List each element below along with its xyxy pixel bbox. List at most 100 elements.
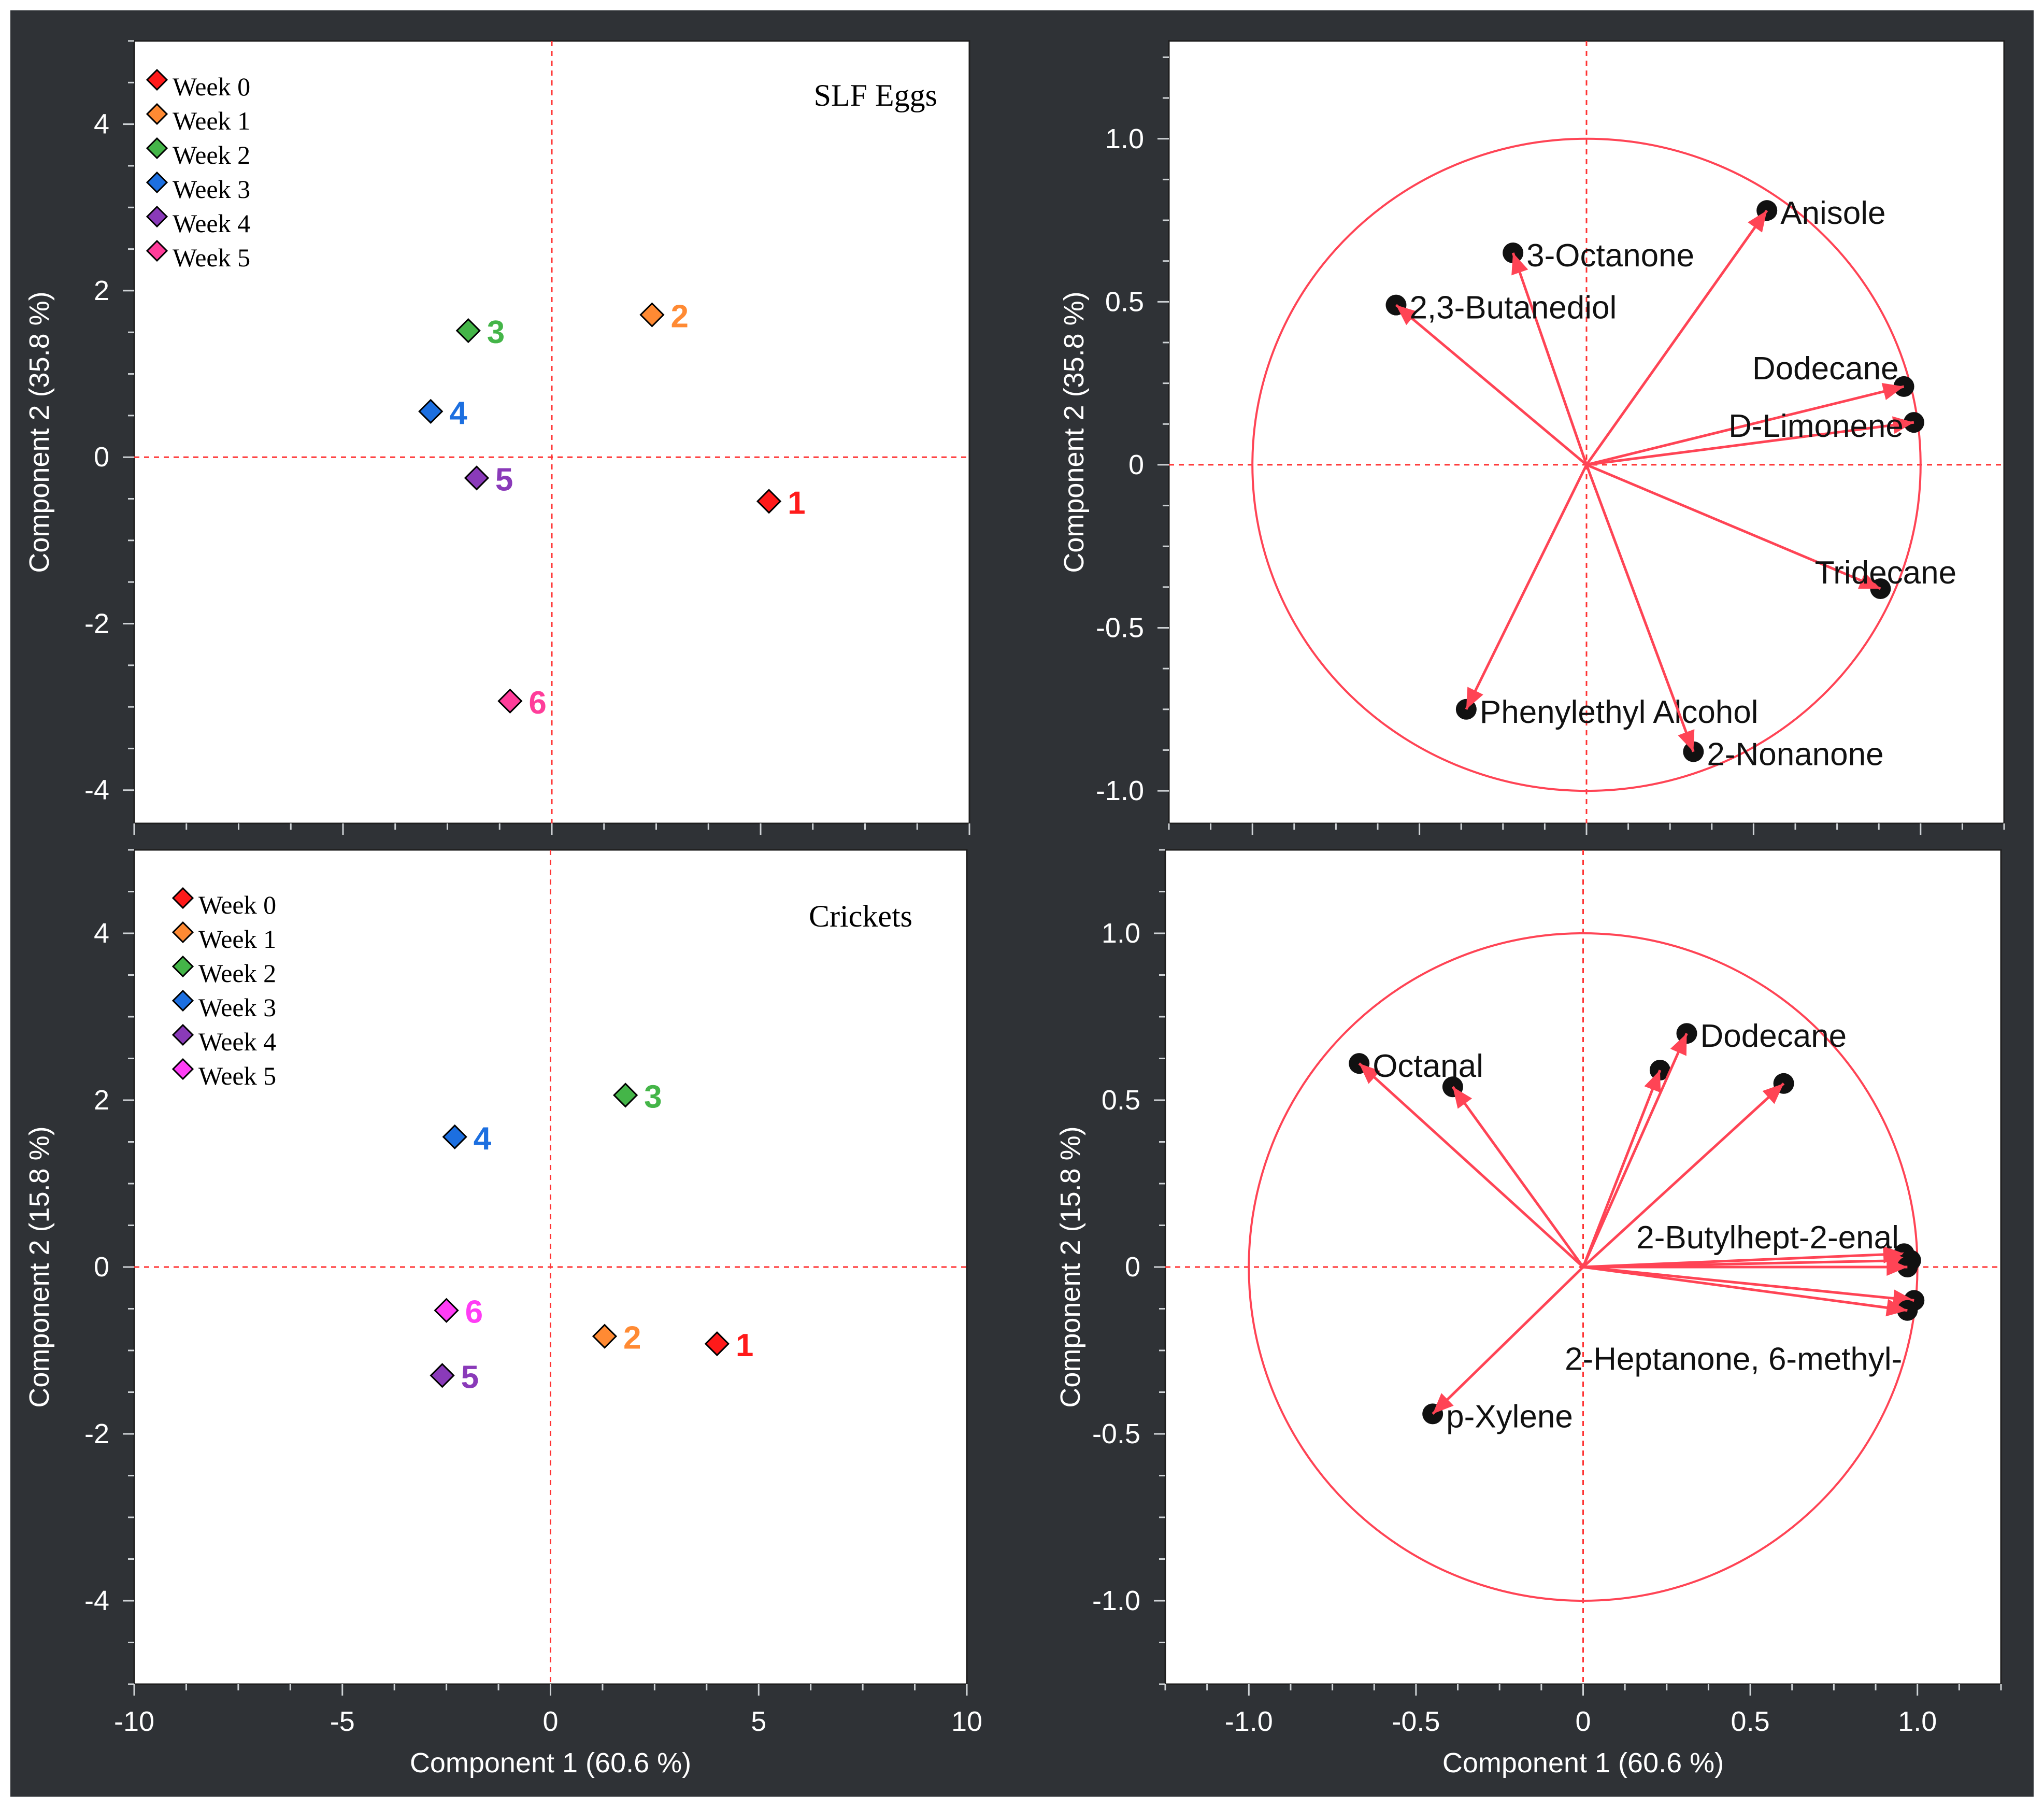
point-label: 4	[474, 1121, 492, 1157]
score-point	[418, 399, 444, 424]
y-tick-label: -2	[84, 1418, 109, 1449]
vector-arrowhead	[1644, 1070, 1661, 1093]
panel-crickets-loadings: -1.0 -0.5 0 0.5 1.0 -1.0 -0.5 0 0.5 1.0 Component …	[1055, 849, 2002, 1778]
legend-label: Week 5	[198, 1061, 276, 1090]
y-tick-label: 1.0	[1105, 123, 1144, 154]
legend-marker	[146, 239, 168, 262]
legend-marker	[171, 989, 194, 1012]
vector-arrowhead	[1511, 252, 1528, 276]
score-point	[756, 489, 782, 514]
x-tick-label: -1.0	[1225, 1706, 1273, 1737]
y-tick-label: 0	[94, 1251, 109, 1283]
loading-vector	[1586, 421, 1914, 466]
loading-label: 2-Nonanone	[1707, 737, 1883, 773]
y-tick-label: 0	[1128, 449, 1144, 480]
score-point	[442, 1124, 467, 1149]
legend-label: Week 3	[198, 993, 276, 1022]
legend-marker	[146, 171, 168, 194]
point-label: 3	[644, 1079, 662, 1115]
legend-marker	[171, 1023, 194, 1046]
x-tick-label: -0.5	[1392, 1706, 1440, 1737]
loading-vector	[1395, 304, 1588, 466]
loading-vector	[1586, 463, 1881, 590]
y-axis-label: Component 2 (35.8 %)	[24, 291, 55, 573]
vector-arrowhead	[1396, 305, 1418, 325]
y-tick-label: -0.5	[1096, 613, 1144, 644]
legend-marker	[146, 103, 168, 125]
x-axis-label: Component 1 (60.6 %)	[1442, 1747, 1724, 1778]
legend-label: Week 0	[198, 890, 276, 919]
y-axis-label: Component 2 (15.8 %)	[24, 1126, 55, 1407]
vector-arrowhead	[1359, 1063, 1381, 1084]
x-tick-label: 5	[751, 1706, 766, 1737]
loading-vector	[1585, 464, 1695, 752]
loading-vector	[1358, 1062, 1584, 1268]
score-point	[464, 465, 490, 491]
y-tick-label: 4	[94, 109, 109, 140]
y-tick-label: -1.0	[1096, 775, 1144, 806]
vector-arrowhead	[1881, 382, 1904, 400]
legend-label: Week 1	[173, 106, 250, 135]
vector-arrowhead	[1857, 572, 1881, 589]
vector-arrowhead	[1892, 416, 1914, 434]
legend-label: Week 5	[173, 243, 250, 272]
legend-marker	[171, 1058, 194, 1080]
score-point	[497, 688, 523, 714]
legend-label: Week 1	[198, 924, 276, 954]
chart-title: SLF Eggs	[814, 78, 937, 112]
point-label: 2	[623, 1320, 641, 1356]
x-tick-label: 10	[951, 1706, 982, 1737]
loading-vector	[1511, 252, 1588, 465]
point-label: 2	[670, 299, 688, 335]
point-label: 6	[528, 685, 546, 721]
y-tick-label: 0	[94, 442, 109, 473]
y-tick-label: -1.0	[1092, 1585, 1140, 1616]
y-tick-label: -2	[84, 608, 109, 639]
legend-marker	[146, 137, 168, 160]
y-tick-label: 0.5	[1105, 286, 1144, 317]
vector-arrowhead	[1670, 1033, 1687, 1056]
vector-arrowhead	[1892, 1289, 1914, 1307]
y-axis-label: Component 2 (15.8 %)	[1055, 1126, 1086, 1407]
chart-title: Crickets	[809, 899, 912, 933]
score-point	[613, 1083, 638, 1108]
loading-vector	[1583, 1265, 1908, 1312]
score-point	[639, 302, 665, 328]
legend-label: Week 0	[173, 72, 250, 101]
y-tick-label: 1.0	[1102, 918, 1140, 949]
loading-label: p-Xylene	[1446, 1399, 1573, 1434]
legend-label: Week 2	[173, 140, 250, 169]
score-point	[434, 1298, 459, 1323]
legend: Week 0 Week 1 Week 2 Week 3 Week 4 Week 5	[171, 887, 276, 1090]
y-tick-label: 0.5	[1102, 1085, 1140, 1116]
loading-vector	[1585, 209, 1768, 466]
vector-arrowhead	[1466, 687, 1483, 709]
vector-arrowhead	[1452, 1087, 1473, 1109]
y-tick-label: -0.5	[1092, 1418, 1140, 1449]
loading-label: D-Limonene	[1728, 408, 1904, 444]
score-point	[704, 1331, 730, 1357]
x-tick-label: 0	[542, 1706, 558, 1737]
legend-marker	[171, 921, 194, 944]
loading-label: Anisole	[1780, 195, 1885, 231]
vector-arrowhead	[1762, 1083, 1784, 1104]
loading-label: Octanal	[1373, 1048, 1483, 1084]
loading-vector	[1582, 1070, 1662, 1268]
vector-arrowhead	[1678, 729, 1695, 752]
loading-label: 3-Octanone	[1526, 238, 1694, 274]
score-point	[430, 1363, 455, 1388]
y-axis-label: Component 2 (35.8 %)	[1059, 291, 1090, 573]
point-label: 6	[465, 1294, 483, 1330]
point-label: 5	[461, 1359, 479, 1395]
loading-label: 2,3-Butanediol	[1409, 290, 1617, 326]
panel-slf-eggs-scores: -4 -2 0 2 4 Component 2 (35.8 %) SLF Eggs Week …	[24, 40, 970, 835]
y-tick-label: 2	[94, 1085, 109, 1116]
loading-label: Phenylethyl Alcohol	[1480, 694, 1759, 730]
loading-label: Dodecane	[1700, 1018, 1847, 1054]
point-label: 1	[788, 485, 805, 521]
legend-marker	[146, 68, 168, 91]
loading-vector	[1586, 385, 1905, 466]
point-label: 1	[736, 1328, 753, 1363]
vector-arrowhead	[1885, 1299, 1908, 1317]
